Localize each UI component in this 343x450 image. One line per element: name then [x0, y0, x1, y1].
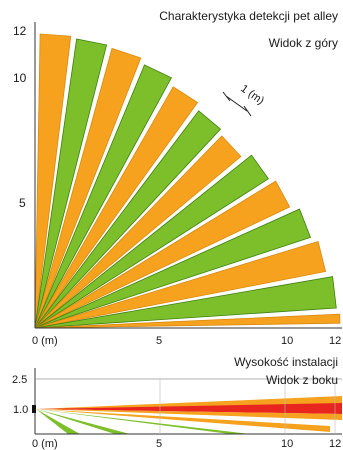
- detection-zone-9: [34, 180, 291, 329]
- side-origin-label: 0 (m): [32, 438, 58, 450]
- top-view-detection-zones: [34, 33, 341, 329]
- detection-zone-12: [34, 276, 337, 329]
- top-x-tick-12: 12: [329, 335, 341, 347]
- top-origin-label: 0 (m): [32, 335, 58, 347]
- side-x-tick-10: 10: [281, 438, 293, 450]
- side-y-tick-1-0: 1.0: [13, 404, 28, 416]
- side-beam-lower-orange: [36, 409, 342, 420]
- scale-bar-tick-start: [222, 91, 231, 102]
- detection-zone-10: [34, 208, 312, 329]
- side-view-title: Wysokość instalacji: [234, 355, 338, 369]
- side-beam-orange-low: [36, 409, 330, 432]
- detection-zone-3: [34, 47, 142, 329]
- detection-zone-13: [34, 313, 341, 329]
- side-beam-red: [36, 403, 342, 414]
- detection-zone-8: [34, 154, 269, 329]
- side-view-detection-zones: [36, 396, 342, 434]
- scale-bar-tick-end: [243, 105, 252, 117]
- side-beam-green-1: [36, 409, 250, 434]
- top-view-title: Charakterystyka detekcji pet alley: [159, 9, 338, 23]
- top-x-tick-10: 10: [281, 335, 293, 347]
- scale-label-1m: 1 (m): [238, 83, 266, 108]
- side-beam-upper-orange: [36, 396, 342, 409]
- top-y-tick-10: 10: [13, 71, 27, 85]
- scale-bar-1m: [225, 95, 248, 112]
- sensor-marker: [32, 405, 36, 413]
- side-beam-green-3: [36, 409, 80, 434]
- detection-zone-1: [34, 33, 72, 329]
- side-view-subtitle: Widok z boku: [266, 373, 338, 387]
- side-x-tick-12: 12: [329, 438, 341, 450]
- side-x-tick-5: 5: [156, 438, 162, 450]
- side-y-tick-2-5: 2.5: [12, 374, 27, 386]
- detection-zone-5: [34, 86, 199, 329]
- top-y-tick-12: 12: [13, 24, 27, 38]
- side-beam-green-2: [36, 409, 130, 434]
- top-y-tick-5: 5: [19, 196, 26, 210]
- detection-zone-4: [34, 64, 172, 329]
- top-view-subtitle: Widok z góry: [269, 36, 338, 50]
- detection-zone-6: [34, 110, 222, 329]
- detection-zone-7: [34, 135, 242, 329]
- top-x-tick-5: 5: [156, 335, 162, 347]
- detection-zone-2: [34, 38, 108, 329]
- detection-zone-11: [34, 240, 327, 329]
